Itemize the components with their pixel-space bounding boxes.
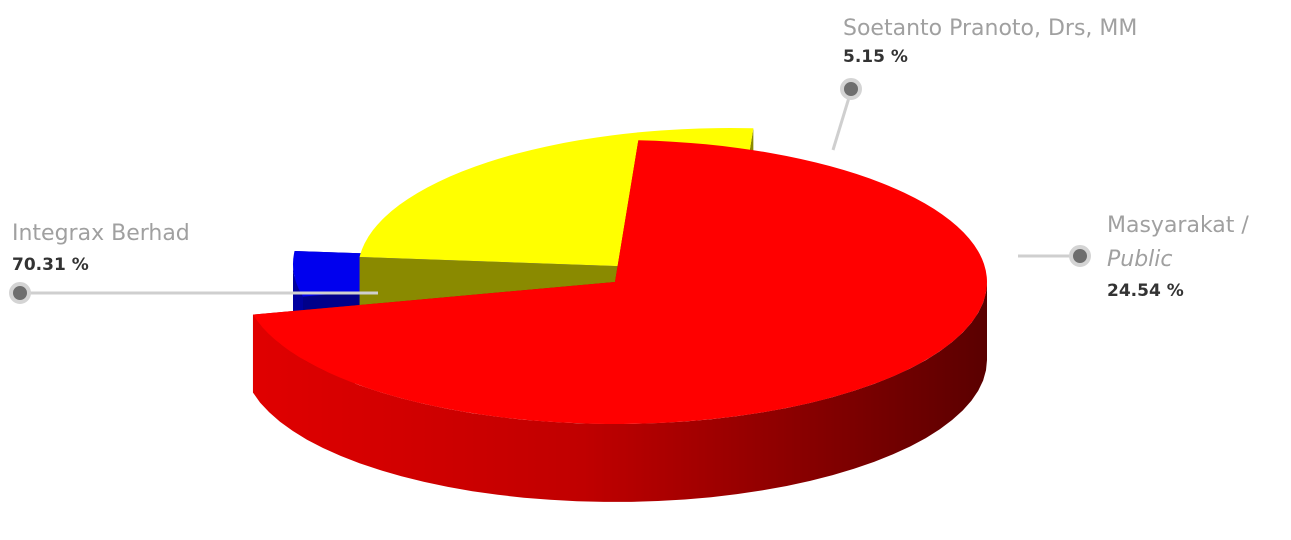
leader-dot-soetanto: [840, 78, 862, 100]
leader-dot-integrax: [9, 282, 31, 304]
slice-value-public: 24.54 %: [1107, 281, 1184, 301]
slice-value-soetanto: 5.15 %: [843, 47, 908, 67]
pie-labels: Soetanto Pranoto, Drs, MM 5.15 % Integra…: [9, 16, 1249, 304]
leader-line-soetanto: [831, 90, 853, 151]
leader-dot-public: [1069, 245, 1091, 267]
slice-side-integrax-0: [253, 282, 987, 502]
slice-label-public-line2: Public: [1107, 247, 1173, 272]
slice-label-integrax: Integrax Berhad: [12, 221, 190, 246]
slice-label-soetanto: Soetanto Pranoto, Drs, MM: [843, 16, 1137, 41]
slice-integrax: [252, 140, 988, 502]
pie-slices: [252, 127, 988, 502]
slice-label-public-line1: Masyarakat /: [1107, 213, 1249, 238]
slice-top-integrax: [252, 140, 988, 424]
slice-value-integrax: 70.31 %: [12, 255, 89, 275]
